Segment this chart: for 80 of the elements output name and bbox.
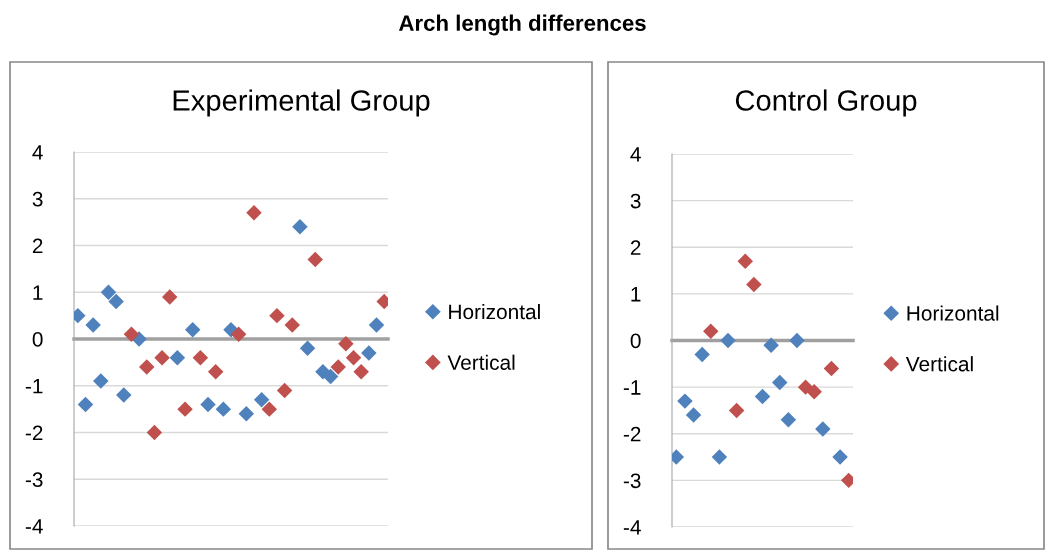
point bbox=[200, 396, 216, 413]
point bbox=[797, 379, 814, 395]
point bbox=[694, 346, 710, 363]
y-tick-label: 4 bbox=[630, 147, 641, 162]
point bbox=[215, 401, 232, 417]
point bbox=[703, 323, 719, 339]
legend-label: Vertical bbox=[447, 354, 515, 370]
y-tick-label: 4 bbox=[32, 145, 43, 160]
y-tick-label: -2 bbox=[25, 425, 43, 441]
y-tick-label: 1 bbox=[33, 285, 43, 300]
point bbox=[261, 401, 278, 417]
point bbox=[116, 387, 132, 403]
point bbox=[815, 421, 831, 437]
chart-title: Experimental Group bbox=[173, 89, 430, 117]
y-tick-label: -4 bbox=[623, 520, 641, 535]
point bbox=[677, 393, 693, 409]
point bbox=[754, 388, 771, 405]
point bbox=[330, 359, 346, 375]
point bbox=[806, 384, 822, 400]
y-tick-label: 0 bbox=[630, 333, 641, 349]
y-tick-label: 3 bbox=[630, 193, 641, 209]
point bbox=[77, 396, 94, 413]
point bbox=[230, 326, 247, 343]
point bbox=[139, 359, 155, 375]
y-tick-label: -4 bbox=[25, 519, 43, 534]
point bbox=[353, 363, 369, 380]
point bbox=[292, 219, 308, 235]
point bbox=[284, 317, 300, 333]
point bbox=[108, 293, 124, 310]
text: Arch length differences bbox=[398, 14, 646, 36]
point bbox=[720, 332, 736, 349]
point bbox=[746, 276, 762, 293]
point bbox=[345, 349, 362, 366]
point bbox=[368, 317, 385, 333]
point bbox=[763, 337, 779, 353]
y-tick-label: 2 bbox=[32, 238, 43, 254]
point bbox=[338, 335, 354, 352]
point bbox=[832, 449, 848, 465]
y-tick-label: -1 bbox=[623, 380, 641, 395]
point bbox=[169, 349, 186, 366]
point bbox=[93, 373, 109, 389]
legend-label: Horizontal bbox=[907, 305, 999, 321]
point bbox=[146, 424, 163, 441]
point bbox=[253, 392, 270, 408]
legend-label: Vertical bbox=[905, 356, 973, 372]
point bbox=[238, 406, 255, 422]
y-tick-label: -3 bbox=[623, 473, 641, 489]
point bbox=[162, 289, 178, 305]
point bbox=[85, 317, 101, 333]
point bbox=[823, 360, 840, 377]
point bbox=[685, 407, 702, 423]
point bbox=[322, 368, 339, 385]
point bbox=[276, 382, 293, 399]
point bbox=[192, 349, 209, 366]
point bbox=[728, 402, 745, 419]
y-tick-label: 3 bbox=[32, 191, 43, 207]
point bbox=[246, 205, 262, 221]
chart-title: Control Group bbox=[735, 89, 917, 117]
point bbox=[207, 363, 224, 380]
point bbox=[789, 332, 805, 349]
point bbox=[123, 326, 140, 343]
point bbox=[711, 449, 728, 465]
point bbox=[177, 401, 193, 417]
legend-label: Horizontal bbox=[449, 303, 540, 320]
point bbox=[100, 284, 117, 300]
y-tick-label: 0 bbox=[32, 332, 43, 347]
y-tick-label: -1 bbox=[25, 378, 43, 394]
y-tick-label: -3 bbox=[25, 472, 43, 487]
point bbox=[154, 349, 170, 366]
y-tick-label: 2 bbox=[630, 240, 641, 255]
point bbox=[361, 345, 377, 361]
point bbox=[772, 374, 788, 391]
point bbox=[299, 340, 316, 357]
point bbox=[780, 412, 797, 428]
y-tick-label: 1 bbox=[631, 287, 641, 302]
point bbox=[269, 307, 285, 324]
point bbox=[184, 321, 201, 338]
y-tick-label: -2 bbox=[623, 426, 641, 442]
point bbox=[737, 253, 753, 269]
point bbox=[307, 251, 323, 268]
